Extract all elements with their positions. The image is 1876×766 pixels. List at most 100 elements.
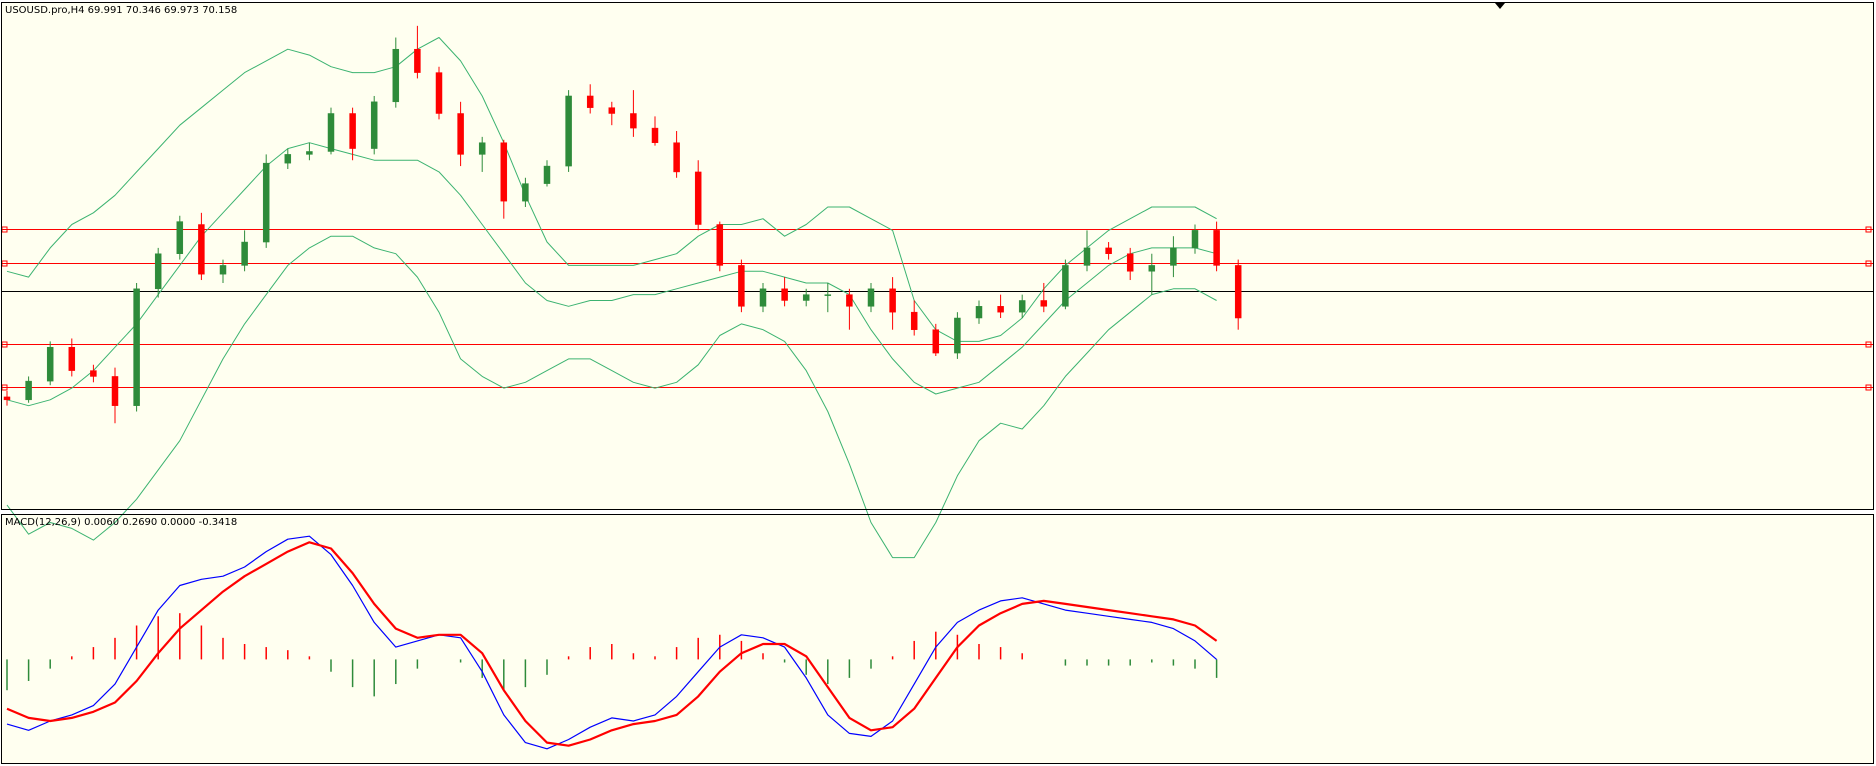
candle-body — [435, 72, 443, 114]
candle-body — [522, 183, 529, 202]
candle-body — [1234, 265, 1242, 319]
candle-body — [889, 288, 896, 313]
candle — [1126, 247, 1134, 281]
candle-body — [608, 107, 616, 114]
candle — [1234, 259, 1242, 330]
candle-body — [154, 253, 162, 290]
candle — [154, 247, 162, 298]
candle — [392, 37, 400, 108]
candle — [25, 376, 32, 403]
candle — [327, 107, 335, 155]
candle-body — [759, 288, 767, 307]
candle — [284, 148, 292, 170]
candle-body — [349, 113, 356, 149]
candle-body — [262, 162, 270, 243]
candle — [846, 288, 853, 330]
candle — [802, 288, 810, 307]
level-handle-right-2[interactable] — [1865, 260, 1872, 267]
candle-body — [1170, 247, 1177, 266]
candle-body — [457, 113, 464, 155]
candle-body — [630, 113, 637, 129]
candle — [435, 66, 443, 120]
candle — [133, 282, 140, 412]
candle — [997, 294, 1004, 319]
candle — [932, 323, 940, 356]
candle — [738, 259, 745, 313]
candle-body — [802, 294, 810, 301]
candle — [90, 364, 97, 383]
candle-body — [1083, 247, 1091, 266]
candle-body — [3, 396, 11, 401]
candle-body — [932, 329, 940, 354]
candle-body — [846, 294, 853, 307]
candle — [565, 90, 572, 172]
candle-body — [586, 95, 594, 108]
candle-body — [1148, 265, 1156, 272]
candle-body — [673, 142, 680, 173]
price-panel-frame — [1, 2, 1874, 510]
candle — [954, 312, 961, 359]
candle-body — [414, 48, 421, 73]
candle — [241, 230, 248, 272]
candle — [457, 101, 464, 167]
candle — [349, 107, 356, 161]
candle — [306, 142, 313, 161]
candle — [219, 259, 227, 283]
candle-body — [478, 142, 486, 155]
candle-body — [284, 154, 292, 164]
level-handle-right-3[interactable] — [1865, 341, 1872, 348]
candle — [586, 84, 594, 114]
candle — [1213, 221, 1220, 272]
candle-body — [198, 224, 205, 275]
candle-body — [1040, 300, 1048, 307]
bollinger-middle-line — [6, 142, 1217, 407]
shift-marker-icon[interactable] — [1495, 3, 1505, 9]
level-handle-right-4[interactable] — [1865, 384, 1872, 391]
candle-body — [781, 288, 788, 301]
candle-body — [370, 101, 378, 149]
candle-body — [327, 113, 335, 152]
candle — [824, 282, 832, 313]
bollinger-upper-line — [6, 37, 1217, 342]
candle — [651, 116, 659, 146]
candle-body — [1191, 230, 1199, 249]
candle — [1148, 253, 1156, 295]
candle — [1170, 236, 1177, 278]
macd-panel-title: MACD(12,26,9) 0.0060 0.2690 0.0000 -0.34… — [5, 517, 237, 528]
candle — [781, 277, 788, 307]
candle — [716, 221, 724, 272]
candle — [543, 160, 551, 187]
candle-body — [954, 317, 961, 354]
level-handle-right-1[interactable] — [1865, 226, 1872, 233]
candle-body — [1018, 300, 1026, 313]
macd-panel-frame — [1, 514, 1874, 764]
candle-body — [219, 265, 227, 275]
macd-main-line — [6, 535, 1217, 750]
candle — [198, 212, 205, 281]
candle — [478, 136, 486, 172]
candle — [1083, 230, 1091, 272]
candle — [867, 282, 875, 313]
candle-body — [565, 95, 572, 167]
candle-body — [1126, 253, 1134, 272]
candle-body — [543, 165, 551, 184]
candle-body — [90, 370, 97, 377]
candle-body — [133, 288, 140, 406]
candle-body — [392, 48, 400, 103]
horizontal-levels — [1, 226, 1873, 391]
candle-body — [651, 127, 659, 143]
candle — [46, 341, 54, 386]
candle-body — [824, 294, 832, 296]
candle — [262, 154, 270, 248]
candle-body — [716, 224, 724, 266]
candle-body — [46, 346, 54, 382]
candle-body — [1105, 247, 1112, 254]
candle — [500, 139, 508, 219]
candle-body — [25, 380, 32, 401]
candle — [68, 338, 76, 377]
candle — [1105, 242, 1112, 260]
candle — [759, 282, 767, 313]
candle-body — [111, 376, 119, 406]
candle-body — [306, 151, 313, 155]
